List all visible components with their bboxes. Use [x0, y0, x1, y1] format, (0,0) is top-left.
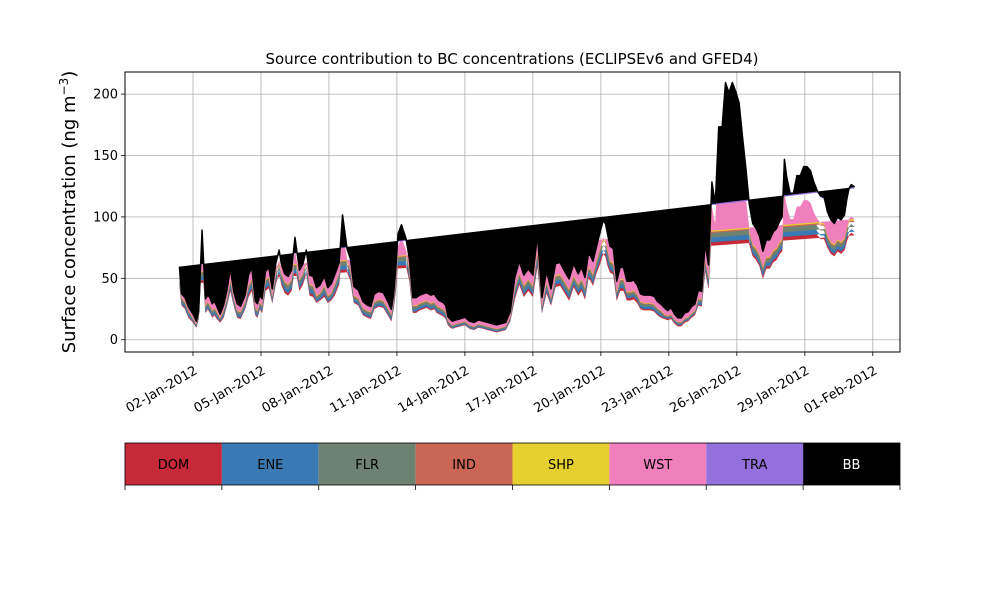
legend-label-flr: FLR: [355, 458, 379, 473]
x-tick-label: 05-Jan-2012: [192, 363, 269, 416]
legend-label-wst: WST: [643, 458, 672, 473]
total-line: [178, 81, 856, 326]
y-tick-label: 0: [110, 333, 118, 348]
x-tick-label: 29-Jan-2012: [735, 363, 812, 416]
y-axis: 0 50 100 150 200: [93, 88, 125, 348]
legend-label-shp: SHP: [548, 458, 574, 473]
legend-swatch-ene: [221, 443, 319, 485]
x-tick-label: 11-Jan-2012: [328, 363, 405, 416]
x-tick-label: 02-Jan-2012: [124, 363, 201, 416]
legend-swatch-bb: [803, 443, 900, 485]
legend-label-bb: BB: [843, 458, 861, 473]
legend-label-ind: IND: [452, 458, 476, 473]
stacked-areas: [179, 82, 855, 333]
legend-swatch-flr: [318, 443, 416, 485]
chart-title: Source contribution to BC concentrations…: [265, 50, 758, 68]
legend-colorbar: DOM ENE FLR IND SHP WST TRA BB: [124, 442, 901, 490]
legend-swatch-dom: [125, 443, 222, 485]
x-tick-label: 01-Feb-2012: [801, 363, 880, 417]
x-axis: 02-Jan-201205-Jan-201208-Jan-201211-Jan-…: [124, 352, 880, 417]
x-tick-label: 20-Jan-2012: [531, 363, 608, 416]
plot-frame: [124, 71, 901, 353]
legend-swatch-wst: [609, 443, 707, 485]
x-tick-label: 23-Jan-2012: [599, 363, 676, 416]
legend-swatch-shp: [512, 443, 610, 485]
x-tick-label: 14-Jan-2012: [396, 363, 473, 416]
legend-swatch-ind: [415, 443, 513, 485]
legend-label-dom: DOM: [158, 458, 189, 473]
y-axis-label-main: Surface concentration (ng m: [59, 95, 80, 353]
y-axis-label-close: ): [59, 71, 80, 78]
y-tick-label: 200: [93, 88, 118, 103]
y-tick-label: 50: [101, 272, 118, 287]
y-axis-label-superscript: −3: [57, 78, 71, 96]
y-axis-label: Surface concentration (ng m−3): [57, 71, 80, 354]
y-tick-label: 100: [93, 210, 118, 225]
legend-swatch-tra: [706, 443, 804, 485]
x-tick-label: 26-Jan-2012: [667, 363, 744, 416]
total-concentration-line: [178, 81, 856, 326]
legend-label-ene: ENE: [257, 458, 283, 473]
legend-label-tra: TRA: [741, 458, 767, 473]
x-tick-label: 17-Jan-2012: [464, 363, 541, 416]
y-tick-label: 150: [93, 149, 118, 164]
x-tick-label: 08-Jan-2012: [260, 363, 337, 416]
